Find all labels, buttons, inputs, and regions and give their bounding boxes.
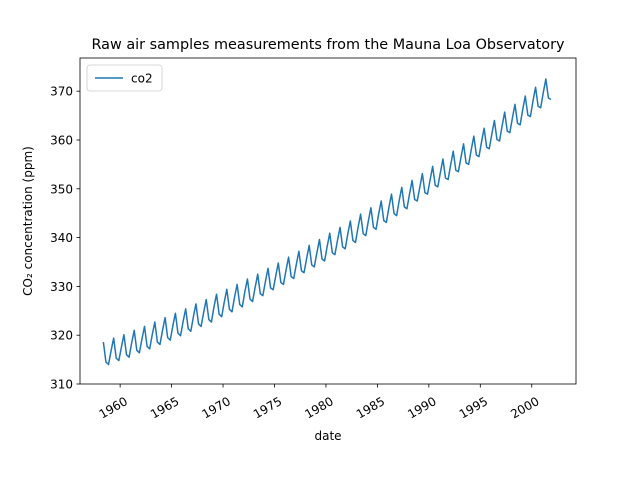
y-tick-label: 340 (50, 231, 73, 245)
chart-title: Raw air samples measurements from the Ma… (91, 37, 565, 53)
plot-frame (79, 57, 577, 385)
y-axis-label: CO₂ concentration (ppm) (21, 146, 35, 296)
data-line (102, 78, 552, 366)
y-tick-label: 310 (50, 378, 73, 392)
y-tick-label: 350 (50, 182, 73, 196)
y-tick-label: 360 (50, 133, 73, 147)
legend-box (86, 64, 163, 92)
y-tick-label: 320 (50, 329, 73, 343)
y-tick-label: 330 (50, 280, 73, 294)
y-tick-label: 370 (50, 85, 73, 99)
x-axis-label: date (314, 429, 341, 443)
legend-label: co2 (131, 72, 153, 86)
